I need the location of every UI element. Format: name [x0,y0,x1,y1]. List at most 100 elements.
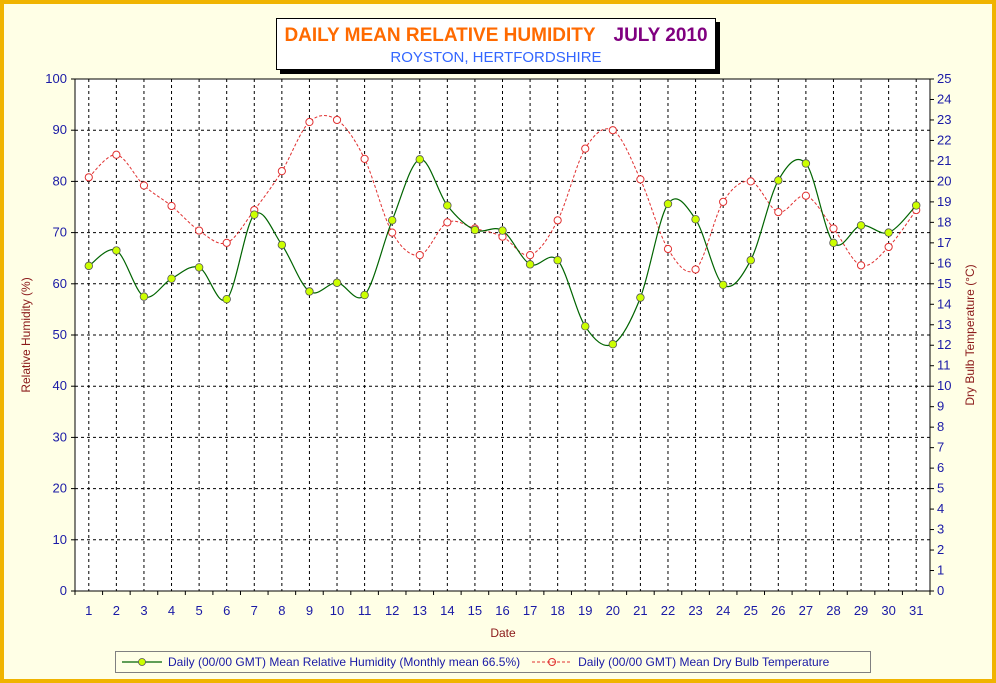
x-tick-label: 13 [413,603,427,618]
y2-tick-label: 21 [937,153,951,168]
x-tick-label: 7 [251,603,258,618]
temperature-point [360,154,369,163]
x-tick-label: 11 [358,603,372,618]
y-tick-label: 100 [45,71,67,86]
humidity-point [194,263,204,272]
y2-tick-label: 22 [937,132,951,147]
temperature-point [719,197,728,206]
temperature-point [195,226,204,235]
temperature-point [112,150,121,159]
axes: 0102030405060708090100012345678910111213… [45,71,951,618]
temperature-point [856,261,866,270]
y-tick-label: 30 [53,429,67,444]
humidity-point [112,246,121,255]
temperature-point [663,244,673,254]
y2-tick-label: 23 [937,112,951,127]
chart-title: DAILY MEAN RELATIVE HUMIDITY [284,25,596,46]
chart-subtitle: ROYSTON, HERTFORDSHIRE [390,49,602,66]
temperature-point [636,175,645,184]
humidity-point [884,228,893,237]
y2-tick-label: 25 [937,71,951,86]
humidity-point [801,159,811,168]
x-tick-label: 5 [195,603,202,618]
y2-tick-label: 16 [937,255,951,270]
temperature-point [608,126,617,135]
temperature-point [774,208,783,217]
humidity-point [415,155,424,164]
y2-tick-label: 24 [937,91,951,106]
humidity-point [332,278,342,287]
legend-temperature-label: Daily (00/00 GMT) Mean Dry Bulb Temperat… [578,655,830,669]
temperature-point [691,265,700,274]
humidity-point [581,322,590,331]
legend-humidity-label: Daily (00/00 GMT) Mean Relative Humidity… [168,655,521,669]
x-tick-label: 18 [550,603,564,618]
humidity-point [856,221,866,230]
legend-humidity-swatch [122,658,162,666]
humidity-point [774,176,783,185]
y2-tick-label: 17 [937,235,951,250]
humidity-point [139,292,149,301]
humidity-point [84,261,93,271]
x-tick-label: 24 [716,603,730,618]
y2-tick-label: 1 [937,563,944,578]
humidity-point [443,201,452,210]
y2-tick-label: 20 [937,173,951,188]
y-tick-label: 50 [53,327,67,342]
x-tick-label: 14 [440,603,454,618]
y2-tick-label: 4 [937,501,944,516]
y2-tick-label: 18 [937,214,951,229]
x-tick-label: 2 [113,603,120,618]
y2-tick-label: 3 [937,522,944,537]
grid [75,78,930,591]
x-tick-label: 27 [799,603,813,618]
temperature-point [415,251,424,260]
temperature-point [581,144,590,153]
temperature-point [553,216,562,225]
y2-tick-label: 15 [937,276,951,291]
y2-tick-label: 8 [937,419,944,434]
y-tick-label: 0 [60,583,67,598]
humidity-point [387,216,397,225]
x-tick-label: 21 [633,603,647,618]
y2-tick-label: 13 [937,317,951,332]
y2-tick-label: 7 [937,440,944,455]
x-tick-label: 6 [223,603,230,618]
y-tick-label: 70 [53,225,67,240]
temperature-point [829,224,838,233]
legend: Daily (00/00 GMT) Mean Relative Humidity… [115,651,871,673]
temperature-point [139,181,149,190]
temperature-point [167,201,176,211]
temperature-point [746,177,755,186]
x-tick-label: 25 [743,603,757,618]
y-tick-label: 20 [53,481,67,496]
humidity-point [222,294,231,304]
y2-tick-label: 19 [937,194,951,209]
temperature-point [277,167,286,176]
y2-tick-label: 5 [937,481,944,496]
humidity-point [718,280,728,290]
y2-tick-label: 2 [937,542,944,557]
humidity-point [498,226,507,235]
x-tick-label: 30 [881,603,895,618]
humidity-point [250,210,259,219]
x-tick-label: 9 [306,603,313,618]
y-tick-label: 60 [53,276,67,291]
x-axis-title: Date [490,626,516,640]
humidity-point [360,290,369,300]
x-tick-label: 16 [495,603,509,618]
title-box: DAILY MEAN RELATIVE HUMIDITY JULY 2010 RO… [276,18,716,70]
temperature-series [84,114,921,274]
x-tick-label: 1 [85,603,92,618]
temperature-point [84,173,93,182]
x-tick-label: 23 [688,603,702,618]
x-tick-label: 29 [854,603,868,618]
x-tick-label: 4 [168,603,175,618]
y-axis-title: Relative Humidity (%) [19,277,33,392]
humidity-point [691,215,700,224]
humidity-point [305,287,314,296]
temperature-point [332,115,342,125]
x-tick-label: 26 [771,603,785,618]
humidity-point [829,238,838,248]
